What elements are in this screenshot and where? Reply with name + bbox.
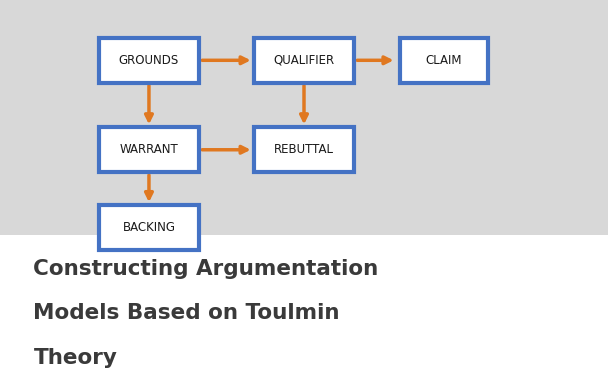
Text: REBUTTAL: REBUTTAL: [274, 143, 334, 156]
Text: QUALIFIER: QUALIFIER: [274, 54, 334, 67]
Text: Theory: Theory: [33, 348, 117, 368]
Bar: [0, 0, 608, 235]
Bar: [0, 235, 608, 389]
Bar: [98, 205, 199, 250]
Bar: [254, 128, 354, 172]
Bar: [98, 38, 199, 83]
Bar: [98, 128, 199, 172]
Text: Models Based on Toulmin: Models Based on Toulmin: [33, 303, 340, 323]
Text: GROUNDS: GROUNDS: [119, 54, 179, 67]
Text: BACKING: BACKING: [122, 221, 176, 234]
Text: CLAIM: CLAIM: [426, 54, 462, 67]
Bar: [254, 38, 354, 83]
Text: WARRANT: WARRANT: [120, 143, 178, 156]
Bar: [400, 38, 488, 83]
Text: Constructing Argumentation: Constructing Argumentation: [33, 259, 379, 279]
